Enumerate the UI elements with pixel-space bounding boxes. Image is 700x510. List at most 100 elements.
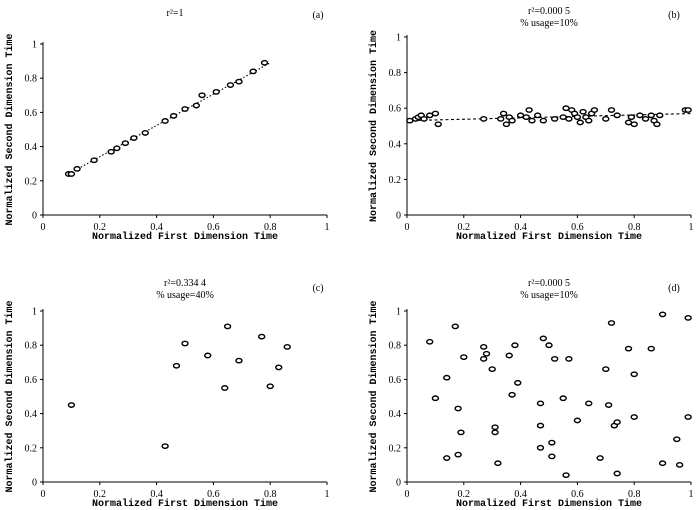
x-tick-label: 0.2 — [94, 222, 107, 233]
x-tick-label: 0.6 — [571, 489, 584, 500]
x-tick-label: 1 — [689, 222, 694, 233]
data-point — [451, 323, 459, 330]
data-point — [283, 344, 291, 350]
chart-panel-d: 0 0.2 0.4 0.6 0.8 1 0 0.2 0.4 0.6 0.8 1 Normalized F… — [368, 278, 694, 510]
y-tick-label: 0.4 — [389, 409, 402, 420]
x-tick-label: 0 — [405, 222, 410, 233]
data-point — [536, 422, 545, 429]
x-axis-label: Normalized First Dimension Time — [92, 231, 278, 243]
chart-panel-a: 0 0.2 0.4 0.6 0.8 1 0 0.2 0.4 0.6 0.8 1 Normalized F… — [4, 8, 330, 243]
x-axis-label: Normalized First Dimension Time — [92, 498, 278, 510]
data-point — [525, 107, 533, 113]
y-axis-label: Normalized Second Dimension Time — [368, 300, 380, 492]
data-point — [181, 106, 189, 112]
data-point — [107, 148, 115, 155]
data-point — [434, 121, 442, 128]
data-point — [491, 424, 499, 431]
chart-title-line: r²=1 — [167, 8, 184, 19]
data-point — [647, 112, 655, 119]
data-point — [479, 355, 488, 362]
x-tick-label: 1 — [325, 489, 330, 500]
data-point — [607, 107, 616, 113]
chart-title-line: % usage=10% — [520, 290, 578, 301]
y-tick-label: 0.4 — [389, 139, 402, 150]
data-point — [565, 355, 573, 362]
data-point — [505, 352, 513, 359]
data-point — [585, 117, 593, 124]
y-axis-label: Normalized Second Dimension Time — [4, 300, 16, 492]
data-point — [454, 405, 462, 412]
data-point — [675, 461, 684, 468]
data-point — [545, 342, 553, 349]
data-point — [482, 350, 491, 357]
data-point — [653, 121, 661, 128]
data-point — [275, 364, 283, 371]
chart-title-line: % usage=40% — [156, 290, 214, 301]
x-tick-label: 0.2 — [458, 489, 471, 500]
data-point — [607, 320, 616, 326]
data-point — [141, 130, 149, 136]
data-point — [602, 115, 610, 122]
x-axis-label: Normalized First Dimension Time — [456, 231, 642, 243]
data-point — [226, 82, 235, 88]
y-tick-label: 0.4 — [25, 142, 38, 153]
data-point — [204, 352, 212, 359]
panel-label: (b) — [668, 10, 680, 21]
data-point — [454, 451, 462, 458]
x-tick-label: 0.4 — [514, 489, 527, 500]
data-point — [90, 157, 98, 164]
data-point — [573, 114, 582, 121]
data-point — [249, 68, 257, 75]
data-point — [641, 115, 650, 122]
data-point — [235, 78, 243, 85]
x-tick-label: 0.8 — [628, 489, 641, 500]
data-point — [565, 115, 573, 122]
data-point — [559, 395, 567, 402]
data-point — [169, 112, 178, 119]
x-tick-label: 0.2 — [94, 489, 107, 500]
data-point — [508, 117, 516, 124]
data-point — [630, 371, 638, 378]
y-tick-label: 0.2 — [25, 176, 38, 187]
chart-title-line: % usage=10% — [520, 18, 578, 29]
data-point — [431, 395, 440, 402]
x-tick-label: 1 — [689, 489, 694, 500]
data-point — [604, 402, 613, 408]
data-point — [596, 455, 604, 461]
data-point — [658, 311, 667, 318]
data-point — [67, 171, 76, 177]
y-tick-label: 0.6 — [25, 108, 38, 119]
data-point — [576, 119, 584, 126]
data-point — [602, 366, 610, 373]
panel-label: (c) — [312, 283, 323, 294]
x-tick-label: 0 — [41, 489, 46, 500]
data-point — [488, 366, 496, 373]
chart-title-line: r²=0.000 5 — [528, 278, 570, 289]
x-tick-label: 0.6 — [571, 222, 584, 233]
y-tick-label: 0.2 — [25, 443, 38, 454]
data-point — [426, 338, 434, 345]
data-point — [630, 414, 638, 420]
data-point — [198, 92, 206, 99]
data-point — [494, 460, 502, 467]
y-tick-label: 1 — [32, 40, 37, 51]
y-tick-label: 0.6 — [389, 375, 402, 386]
y-tick-label: 0.8 — [389, 341, 402, 352]
data-point — [457, 429, 465, 436]
chart-title-line: r²=0.000 5 — [528, 6, 570, 17]
x-tick-label: 0.8 — [628, 222, 641, 233]
data-point — [627, 114, 636, 121]
data-point — [630, 121, 638, 128]
y-tick-label: 0.8 — [25, 341, 38, 352]
data-point — [684, 314, 692, 321]
data-point — [161, 443, 169, 449]
data-point — [260, 59, 269, 66]
x-tick-label: 0.8 — [264, 222, 277, 233]
panel-label: (a) — [312, 10, 323, 21]
y-tick-label: 0 — [396, 211, 401, 222]
data-point — [533, 112, 542, 119]
data-point — [548, 439, 556, 446]
data-point — [539, 335, 548, 342]
data-point — [613, 470, 621, 477]
panel-label: (d) — [668, 283, 680, 294]
